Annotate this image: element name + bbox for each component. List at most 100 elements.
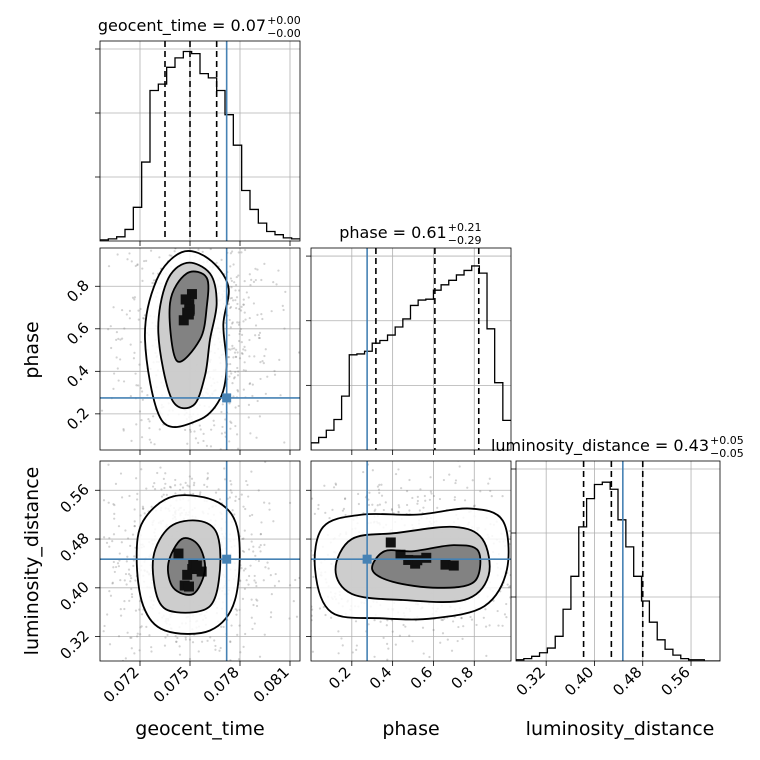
sample-point bbox=[128, 317, 131, 320]
sample-point bbox=[131, 595, 134, 599]
sample-point bbox=[127, 568, 131, 571]
sample-point bbox=[193, 246, 195, 248]
sample-point bbox=[374, 508, 377, 511]
sample-point bbox=[236, 321, 239, 324]
y-tick-label: 0.8 bbox=[63, 276, 93, 306]
contour-line bbox=[334, 525, 491, 603]
sample-point bbox=[457, 625, 460, 629]
sample-point bbox=[274, 572, 277, 576]
sample-point bbox=[248, 514, 252, 517]
sample-point bbox=[441, 618, 444, 622]
sample-point bbox=[81, 561, 83, 563]
sample-point bbox=[379, 620, 382, 623]
sample-point bbox=[380, 494, 384, 497]
sample-point bbox=[130, 636, 133, 639]
density-cell bbox=[385, 537, 396, 548]
sample-point bbox=[292, 564, 294, 566]
sample-point bbox=[152, 279, 156, 282]
density-cell bbox=[395, 549, 406, 560]
sample-point bbox=[158, 469, 160, 471]
sample-point bbox=[229, 479, 232, 483]
sample-point bbox=[228, 375, 231, 378]
sample-point bbox=[120, 496, 124, 499]
sample-point bbox=[120, 309, 124, 312]
sample-point bbox=[236, 211, 238, 213]
sample-point bbox=[450, 649, 454, 652]
sample-point bbox=[136, 632, 139, 635]
sample-point bbox=[303, 543, 305, 545]
sample-point bbox=[512, 621, 514, 623]
sample-point bbox=[205, 666, 207, 668]
sample-point bbox=[192, 189, 194, 191]
sample-point bbox=[367, 623, 370, 626]
sample-point bbox=[229, 265, 232, 268]
sample-point bbox=[264, 461, 267, 463]
sample-point bbox=[215, 261, 218, 264]
sample-point bbox=[488, 624, 491, 627]
sample-point bbox=[242, 550, 246, 553]
sample-point bbox=[185, 198, 187, 200]
sample-point bbox=[113, 517, 116, 520]
sample-point bbox=[404, 625, 407, 628]
sample-point bbox=[177, 223, 179, 225]
sample-point bbox=[95, 391, 97, 393]
sample-point bbox=[231, 321, 234, 324]
sample-point bbox=[378, 491, 381, 495]
sample-point bbox=[218, 415, 220, 417]
sample-point bbox=[214, 644, 217, 648]
contour-line bbox=[157, 261, 218, 410]
sample-point bbox=[394, 472, 398, 476]
sample-point bbox=[230, 431, 232, 433]
sample-point bbox=[534, 586, 536, 588]
y-axis-label-phase: phase bbox=[21, 321, 43, 378]
sample-point bbox=[371, 503, 374, 506]
sample-point bbox=[198, 227, 200, 229]
sample-point bbox=[397, 468, 400, 471]
sample-point bbox=[264, 348, 267, 351]
sample-point bbox=[132, 357, 136, 360]
sample-point bbox=[385, 624, 388, 627]
sample-point bbox=[126, 258, 129, 261]
sample-point bbox=[251, 383, 254, 386]
sample-point bbox=[234, 406, 237, 409]
contour-line bbox=[135, 494, 241, 635]
sample-point bbox=[221, 463, 223, 465]
sample-point bbox=[163, 486, 166, 490]
sample-point bbox=[162, 477, 165, 480]
sample-point bbox=[250, 243, 252, 245]
sample-point bbox=[512, 548, 514, 550]
sample-point bbox=[294, 578, 297, 582]
sample-point bbox=[128, 309, 132, 312]
sample-point bbox=[136, 263, 139, 266]
sample-point bbox=[215, 219, 217, 221]
sample-point bbox=[522, 573, 524, 575]
sample-point bbox=[209, 445, 213, 448]
sample-point bbox=[261, 317, 264, 321]
sample-point bbox=[48, 456, 50, 458]
y-tick-label: 0.6 bbox=[63, 319, 93, 349]
sample-point bbox=[253, 622, 256, 625]
sample-point bbox=[119, 452, 121, 454]
sample-point bbox=[286, 570, 288, 572]
sample-point bbox=[231, 227, 233, 229]
sample-point bbox=[292, 517, 294, 519]
sample-point bbox=[194, 437, 197, 440]
density-cell bbox=[180, 294, 191, 305]
sample-point bbox=[436, 506, 439, 509]
title-subscript: −0.00 bbox=[267, 27, 301, 40]
x-tick-label: 0.6 bbox=[407, 663, 437, 693]
sample-point bbox=[129, 706, 131, 708]
sample-point bbox=[217, 209, 219, 211]
sample-point bbox=[513, 600, 515, 602]
sample-point bbox=[341, 509, 345, 512]
sample-point bbox=[131, 296, 135, 299]
sample-point bbox=[587, 611, 589, 613]
sample-point bbox=[235, 613, 238, 616]
sample-point bbox=[272, 569, 274, 571]
sample-point bbox=[356, 492, 360, 496]
truth-marker bbox=[222, 554, 232, 564]
sample-point bbox=[340, 637, 343, 640]
sample-point bbox=[186, 484, 189, 487]
sample-point bbox=[130, 593, 134, 596]
sample-point bbox=[260, 521, 263, 524]
